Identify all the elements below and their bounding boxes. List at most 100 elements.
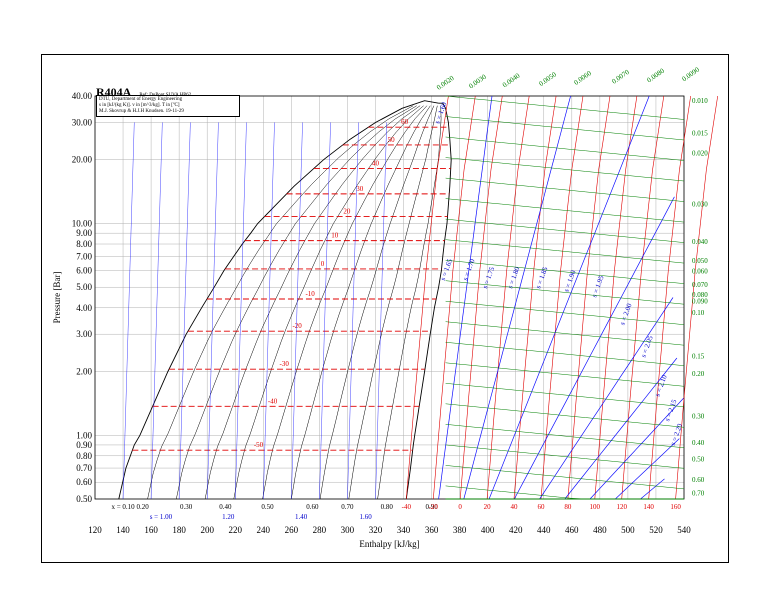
- isentrope-line: [615, 438, 680, 500]
- quality-line: [291, 105, 431, 500]
- x-tick-label: 140: [116, 525, 130, 535]
- x-tick-label: 240: [257, 525, 271, 535]
- y-tick-label: 10.00: [72, 218, 93, 228]
- volume-right-label: 0.090: [692, 297, 708, 305]
- isochore-line: [445, 177, 685, 202]
- isentrope-line: [539, 297, 674, 500]
- y-axis-label: Pressure [Bar]: [52, 272, 62, 324]
- isochore-line: [445, 362, 685, 387]
- x-tick-label: 320: [369, 525, 383, 535]
- isochore-line: [445, 239, 685, 264]
- volume-top-label: 0.0070: [610, 68, 631, 86]
- y-tick-label: 20.00: [72, 155, 93, 165]
- isentrope-line: [589, 398, 684, 500]
- temperature-label: -50: [254, 441, 264, 449]
- superheat-isotherm: [433, 95, 476, 500]
- x-tick-label: 120: [88, 525, 102, 535]
- liquid-isentrope: [263, 122, 275, 500]
- x-tick-label: 480: [593, 525, 607, 535]
- liquid-isentrope: [375, 122, 387, 500]
- isochore-line: [445, 280, 685, 305]
- info-line-3: M.J. Skovrup & H.J.H Knudsen. 19-11-29: [99, 109, 184, 114]
- isochore-line: [445, 218, 685, 243]
- superheat-isotherm: [621, 95, 665, 500]
- temperature-label: 20: [343, 207, 351, 215]
- isochore-line: [445, 157, 685, 182]
- x-tick-label: 300: [341, 525, 355, 535]
- quality-line: [233, 105, 424, 500]
- x-tick-label: 180: [172, 525, 186, 535]
- quality-label: 0.40: [219, 503, 232, 511]
- saturated-vapor-line: [405, 102, 452, 500]
- quality-line: [377, 105, 442, 500]
- isentrope-line: [488, 95, 650, 500]
- x-tick-label: 360: [425, 525, 439, 535]
- isentrope-line: [463, 95, 571, 500]
- volume-right-label: 0.10: [692, 309, 705, 317]
- volume-top-label: 0.0090: [681, 65, 702, 83]
- temperature-label: -20: [292, 322, 302, 330]
- x-tick-label: 280: [313, 525, 327, 535]
- quality-label: 0.50: [261, 503, 274, 511]
- quality-label: 0.80: [381, 503, 394, 511]
- quality-label: 0.60: [306, 503, 319, 511]
- temperature-bottom-label: 100: [590, 503, 601, 511]
- x-tick-label: 200: [200, 525, 214, 535]
- superheat-isotherm: [567, 95, 611, 500]
- volume-right-label: 0.30: [692, 412, 705, 420]
- superheat-isotherm: [459, 95, 503, 500]
- superheat-isotherm: [675, 95, 718, 500]
- volume-right-label: 0.60: [692, 476, 705, 484]
- y-tick-label: 30.00: [72, 117, 93, 127]
- isochore-line: [445, 321, 685, 346]
- x-tick-label: 160: [144, 525, 158, 535]
- x-tick-label: 340: [397, 525, 411, 535]
- isentrope-line: [513, 196, 675, 500]
- x-tick-label: 220: [228, 525, 242, 535]
- quality-line: [204, 105, 421, 500]
- quality-label: 0.90: [425, 503, 438, 511]
- temperature-bottom-label: -20: [429, 503, 439, 511]
- isochore-line: [445, 342, 685, 366]
- quality-label: x = 0.10: [111, 503, 135, 511]
- volume-right-label: 0.060: [692, 268, 708, 276]
- volume-right-label: 0.080: [692, 291, 708, 299]
- x-tick-label: 380: [453, 525, 467, 535]
- temperature-label: 10: [331, 232, 339, 240]
- y-tick-label: 8.00: [76, 239, 92, 249]
- volume-right-label: 0.030: [692, 201, 708, 209]
- temperature-bottom-label: 0: [458, 503, 462, 511]
- x-tick-label: 260: [285, 525, 299, 535]
- temperature-label: 60: [401, 118, 409, 126]
- temperature-label: 40: [372, 159, 380, 167]
- y-tick-label: 5.00: [76, 282, 92, 292]
- y-tick-label: 3.00: [76, 329, 92, 339]
- y-tick-label: 0.70: [76, 463, 92, 473]
- y-tick-label: 0.50: [76, 494, 92, 504]
- temperature-bottom-label: -40: [402, 503, 412, 511]
- temperature-bottom-label: 20: [484, 503, 492, 511]
- quality-line: [176, 105, 417, 500]
- temperature-bottom-label: 80: [564, 503, 572, 511]
- quality-line: [319, 105, 435, 500]
- y-tick-label: 1.00: [76, 430, 92, 440]
- isochore-line: [445, 136, 685, 161]
- quality-label: 0.30: [180, 503, 193, 511]
- entropy-bottom-label: s = 1.00: [150, 513, 173, 521]
- quality-line: [262, 105, 428, 500]
- entropy-label: s = 1.80: [506, 265, 521, 289]
- isochore-line: [445, 444, 685, 469]
- y-tick-label: 2.00: [76, 367, 92, 377]
- quality-label: 0.20: [137, 503, 150, 511]
- volume-right-label: 0.50: [692, 456, 705, 464]
- volume-top-label: 0.0050: [538, 70, 559, 88]
- isochore-line: [445, 403, 685, 428]
- entropy-bottom-label: 1.20: [222, 513, 235, 521]
- volume-right-label: 0.20: [692, 370, 705, 378]
- y-tick-label: 7.00: [76, 251, 92, 261]
- chart-frame: [41, 54, 729, 563]
- volume-top-label: 0.0080: [645, 67, 666, 85]
- volume-top-label: 0.0060: [573, 69, 594, 87]
- quality-label: 0.70: [341, 503, 354, 511]
